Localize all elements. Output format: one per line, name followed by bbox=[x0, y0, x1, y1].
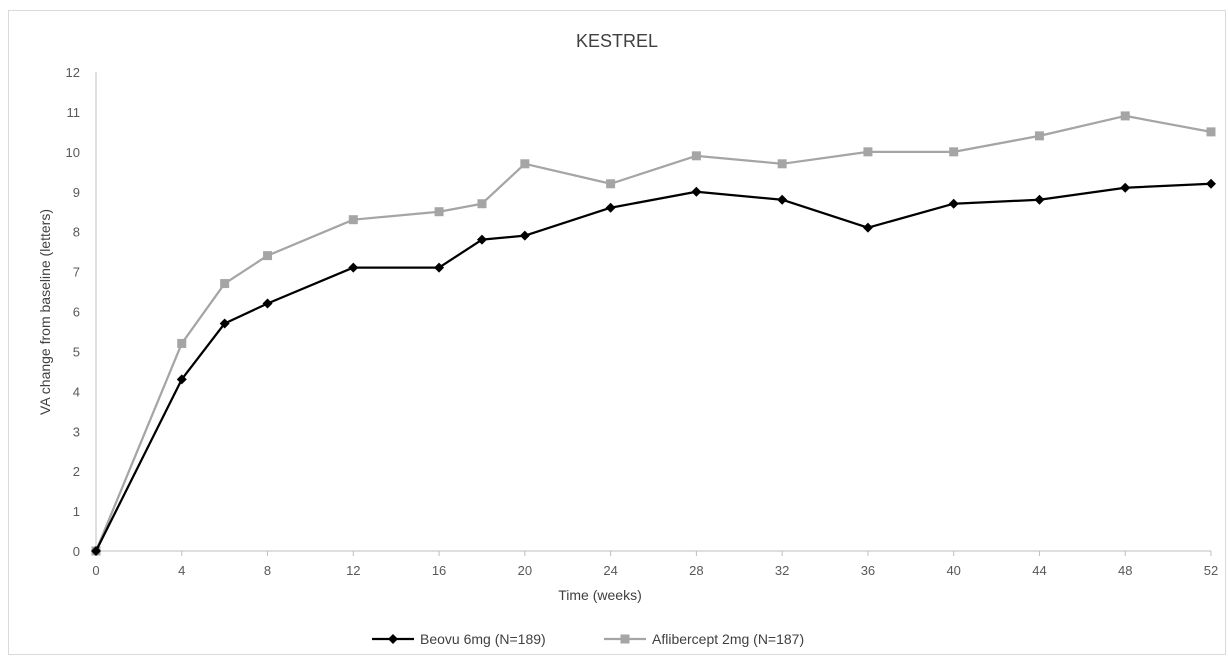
y-tick-label: 10 bbox=[66, 145, 80, 160]
data-point bbox=[476, 234, 487, 245]
data-point bbox=[606, 179, 616, 189]
series-layer bbox=[91, 111, 1216, 556]
legend: Beovu 6mg (N=189) Aflibercept 2mg (N=187) bbox=[372, 631, 804, 647]
y-tick-label: 8 bbox=[73, 225, 80, 240]
legend-item: Beovu 6mg (N=189) bbox=[372, 631, 546, 647]
x-tick-label: 16 bbox=[432, 563, 446, 578]
y-tick-label: 9 bbox=[73, 185, 80, 200]
data-point bbox=[263, 251, 273, 261]
series-line bbox=[94, 114, 1212, 552]
data-point bbox=[691, 151, 701, 161]
data-point bbox=[91, 546, 101, 556]
data-point bbox=[348, 262, 359, 273]
x-tick-label: 44 bbox=[1032, 563, 1046, 578]
legend-label: Beovu 6mg (N=189) bbox=[420, 631, 546, 647]
legend-label: Aflibercept 2mg (N=187) bbox=[652, 631, 804, 647]
x-tick-label: 52 bbox=[1204, 563, 1218, 578]
y-tick-label: 12 bbox=[66, 65, 80, 80]
y-axis-title: VA change from baseline (letters) bbox=[37, 209, 53, 415]
data-point bbox=[863, 147, 873, 157]
x-tick-label: 8 bbox=[264, 563, 271, 578]
legend-item: Aflibercept 2mg (N=187) bbox=[604, 631, 804, 647]
series-0 bbox=[91, 178, 1216, 556]
data-point bbox=[220, 279, 230, 289]
chart-title: KESTREL bbox=[576, 31, 658, 51]
y-tick-label: 4 bbox=[73, 384, 80, 399]
data-point bbox=[434, 207, 444, 217]
x-tick-label: 28 bbox=[689, 563, 703, 578]
y-tick-label: 7 bbox=[73, 265, 80, 280]
data-point bbox=[1206, 178, 1216, 189]
data-point bbox=[948, 198, 959, 209]
data-point bbox=[777, 159, 787, 169]
x-tick-marks bbox=[95, 551, 1212, 556]
x-tick-labels: 0 4 8 12 16 20 24 28 32 36 40 44 48 52 bbox=[92, 563, 1218, 578]
x-tick-label: 12 bbox=[346, 563, 360, 578]
data-point bbox=[777, 194, 788, 205]
x-tick-label: 32 bbox=[775, 563, 789, 578]
y-tick-label: 1 bbox=[73, 504, 80, 519]
x-tick-label: 0 bbox=[92, 563, 99, 578]
x-tick-label: 20 bbox=[518, 563, 532, 578]
data-point bbox=[219, 318, 230, 329]
data-point bbox=[477, 199, 487, 209]
x-tick-label: 4 bbox=[178, 563, 185, 578]
data-point bbox=[520, 159, 530, 169]
x-tick-label: 40 bbox=[946, 563, 960, 578]
data-point bbox=[177, 338, 187, 348]
x-tick-label: 36 bbox=[861, 563, 875, 578]
data-point bbox=[862, 222, 873, 233]
data-point bbox=[691, 186, 702, 197]
legend-marker bbox=[388, 634, 398, 644]
x-tick-label: 24 bbox=[603, 563, 617, 578]
data-point bbox=[605, 202, 616, 213]
axes bbox=[95, 72, 1212, 556]
data-point bbox=[1034, 131, 1044, 141]
series-1 bbox=[91, 111, 1216, 556]
y-tick-label: 0 bbox=[73, 544, 80, 559]
y-tick-label: 2 bbox=[73, 464, 80, 479]
y-tick-label: 3 bbox=[73, 424, 80, 439]
data-point bbox=[1034, 194, 1045, 205]
data-point bbox=[1120, 182, 1131, 193]
data-point bbox=[949, 147, 959, 157]
data-point bbox=[1120, 111, 1130, 121]
y-tick-label: 5 bbox=[73, 344, 80, 359]
data-point bbox=[176, 374, 187, 385]
data-point bbox=[262, 298, 273, 309]
y-tick-label: 11 bbox=[67, 105, 81, 120]
data-point bbox=[1206, 127, 1216, 137]
data-point bbox=[519, 230, 530, 241]
x-tick-label: 48 bbox=[1118, 563, 1132, 578]
data-point bbox=[434, 262, 445, 273]
chart-frame bbox=[8, 10, 1226, 655]
data-point bbox=[348, 215, 358, 225]
series-line bbox=[94, 182, 1212, 552]
legend-marker bbox=[620, 634, 630, 644]
y-tick-label: 6 bbox=[73, 305, 80, 320]
x-axis-title: Time (weeks) bbox=[558, 587, 642, 603]
